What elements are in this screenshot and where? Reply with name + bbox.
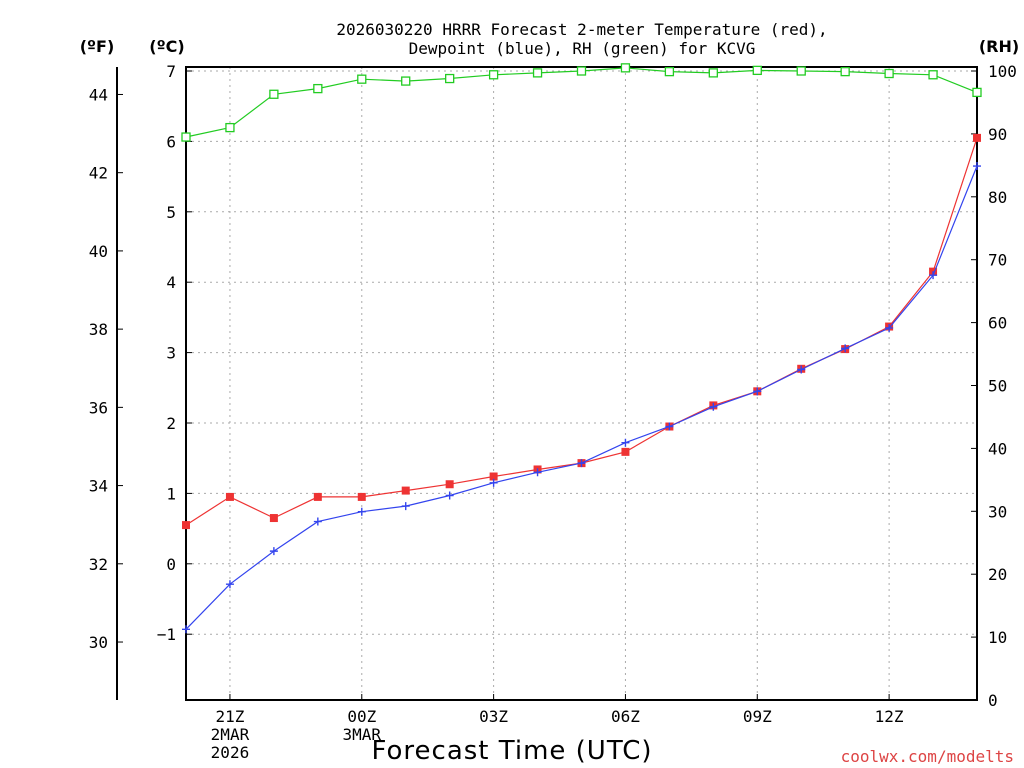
celsius-tick-label: 1 — [166, 484, 176, 503]
grid-lines — [186, 67, 977, 700]
fahrenheit-tick-label: 42 — [89, 164, 108, 183]
dewpoint-point — [797, 365, 806, 374]
celsius-tick-label: 0 — [166, 555, 176, 574]
axes: 3032343638404244−10123456701020304050607… — [89, 62, 1017, 762]
dewpoint-point — [885, 323, 894, 332]
x-tick-label: 09Z — [743, 707, 772, 726]
rh-tick-label: 70 — [988, 251, 1007, 270]
rh-point — [445, 73, 455, 84]
chart-title-line2: Dewpoint (blue), RH (green) for KCVG — [409, 39, 756, 58]
x-axis-title: Forecast Time (UTC) — [371, 736, 652, 766]
rh-point — [796, 66, 806, 76]
dewpoint-point — [577, 459, 586, 468]
celsius-tick-label: 6 — [166, 132, 176, 151]
data-series — [181, 63, 982, 634]
celsius-tick-label: −1 — [157, 625, 176, 644]
rh-point — [313, 83, 323, 94]
rh-point — [357, 74, 367, 84]
rh-tick-label: 60 — [988, 314, 1007, 333]
dewpoint-point — [929, 271, 938, 280]
fahrenheit-tick-label: 32 — [89, 555, 108, 574]
rh-tick-label: 100 — [988, 62, 1017, 81]
fahrenheit-tick-label: 44 — [89, 85, 108, 104]
fahrenheit-tick-label: 36 — [89, 398, 108, 417]
rh-point — [708, 68, 718, 78]
dewpoint-point — [445, 491, 454, 500]
celsius-tick-label: 5 — [166, 203, 176, 222]
temperature-point — [182, 521, 190, 530]
rh-tick-label: 50 — [988, 377, 1007, 396]
rh-point — [401, 76, 411, 86]
dewpoint-line — [185, 165, 978, 630]
rh-tick-label: 90 — [988, 125, 1007, 144]
dewpoint-point — [841, 344, 850, 353]
x-tick-label: 3MAR — [343, 725, 382, 744]
x-tick-label: 00Z — [347, 707, 376, 726]
dewpoint-point — [621, 438, 630, 447]
temperature-point — [225, 492, 234, 501]
dewpoint-point — [489, 478, 498, 487]
temperature-point — [621, 447, 630, 456]
rh-point — [928, 70, 938, 80]
rh-point — [664, 66, 675, 77]
rh-point — [752, 65, 762, 76]
fahrenheit-tick-label: 40 — [89, 242, 108, 261]
rh-point — [840, 66, 850, 77]
dewpoint-point — [753, 387, 762, 396]
dewpoint-point — [313, 517, 322, 526]
dewpoint-point — [269, 547, 278, 556]
credit-text: coolwx.com/modelts — [841, 747, 1014, 766]
temperature-point — [357, 492, 366, 501]
dewpoint-point — [709, 402, 718, 411]
temperature-point — [973, 133, 981, 142]
dewpoint-point — [401, 502, 410, 511]
rh-tick-label: 10 — [988, 628, 1007, 647]
rh-unit-label: (RH) — [979, 37, 1019, 56]
rh-tick-label: 40 — [988, 439, 1007, 458]
rh-point — [181, 132, 191, 142]
rh-point — [972, 87, 982, 98]
celsius-tick-label: 4 — [166, 273, 176, 292]
x-tick-label: 03Z — [479, 707, 508, 726]
dewpoint-point — [225, 580, 234, 589]
fahrenheit-unit-label: (ºF) — [80, 37, 115, 56]
temperature-point — [401, 486, 410, 495]
dewpoint-point — [665, 422, 674, 431]
celsius-tick-label: 7 — [166, 62, 176, 81]
fahrenheit-tick-label: 34 — [89, 477, 108, 496]
plot-frame — [185, 66, 978, 701]
rh-line — [185, 67, 978, 138]
x-tick-label: 21Z — [215, 707, 244, 726]
celsius-tick-label: 3 — [166, 344, 176, 363]
x-tick-label: 2026 — [211, 743, 250, 762]
x-tick-label: 2MAR — [211, 725, 250, 744]
dewpoint-point — [533, 468, 542, 477]
temperature-point — [313, 492, 322, 501]
rh-tick-label: 80 — [988, 188, 1007, 207]
rh-point — [269, 89, 279, 99]
dewpoint-point — [357, 507, 366, 516]
rh-point — [620, 63, 631, 73]
dewpoint-point — [973, 162, 981, 171]
x-tick-label: 12Z — [875, 707, 904, 726]
temperature-point — [269, 514, 278, 523]
rh-point — [532, 68, 543, 78]
fahrenheit-tick-label: 38 — [89, 320, 108, 339]
rh-point — [488, 70, 499, 80]
celsius-unit-label: (ºC) — [149, 37, 184, 56]
celsius-tick-label: 2 — [166, 414, 176, 433]
rh-point — [884, 68, 894, 79]
temperature-point — [445, 480, 454, 489]
x-tick-label: 06Z — [611, 707, 640, 726]
dewpoint-point — [182, 625, 190, 634]
rh-tick-label: 20 — [988, 565, 1007, 584]
rh-tick-label: 0 — [988, 691, 998, 710]
rh-tick-label: 30 — [988, 502, 1007, 521]
rh-point — [225, 122, 235, 133]
chart-title-line1: 2026030220 HRRR Forecast 2-meter Tempera… — [336, 20, 827, 39]
fahrenheit-tick-label: 30 — [89, 633, 108, 652]
rh-point — [576, 66, 587, 76]
temperature-point — [489, 472, 498, 481]
